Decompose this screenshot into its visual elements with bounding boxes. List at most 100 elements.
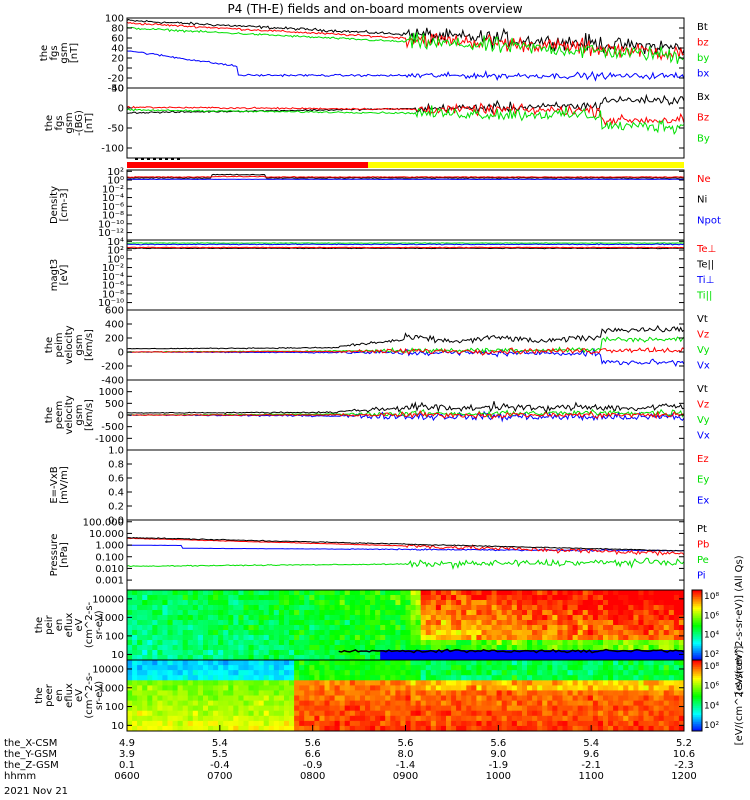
heat-cell (365, 665, 371, 671)
heat-cell (380, 600, 386, 606)
heat-cell (435, 625, 442, 631)
heat-cell (461, 675, 467, 681)
heat-cell (668, 615, 675, 621)
heat-cell (562, 590, 569, 596)
heat-cell (258, 640, 265, 646)
heat-cell (653, 685, 660, 692)
heat-cell (608, 725, 614, 731)
heat-cell (481, 620, 488, 626)
heat-cell (359, 720, 366, 727)
heat-cell (532, 600, 538, 606)
colorbar-cell (692, 684, 702, 688)
heat-cell (380, 680, 386, 686)
heat-cell (132, 620, 138, 626)
heat-cell (213, 725, 219, 731)
heat-cell (218, 630, 224, 636)
heat-cell (476, 710, 483, 717)
heat-cell (405, 650, 412, 656)
heat-cell (395, 615, 402, 621)
heat-cell (359, 665, 366, 671)
heat-cell (127, 660, 133, 666)
heat-cell (603, 720, 609, 727)
heat-cell (486, 680, 493, 686)
heat-cell (238, 665, 245, 671)
heat-cell (157, 660, 164, 666)
heat-cell (213, 655, 219, 660)
heat-cell (516, 610, 523, 616)
heat-cell (430, 725, 437, 731)
heat-cell (501, 705, 508, 712)
heat-cell (532, 645, 538, 651)
heat-cell (415, 635, 422, 641)
heat-cell (430, 715, 437, 722)
heat-cell (127, 645, 133, 651)
heat-cell (375, 710, 381, 717)
heat-cell (597, 625, 604, 631)
heat-cell (137, 600, 143, 606)
heat-cell (511, 660, 518, 666)
heat-cell (597, 600, 604, 606)
heat-cell (511, 705, 518, 712)
heat-cell (547, 710, 553, 717)
heat-cell (344, 615, 351, 621)
heat-cell (435, 720, 442, 727)
heat-cell (643, 610, 650, 616)
heat-cell (395, 625, 402, 631)
heat-cell (440, 645, 447, 651)
heat-cell (582, 665, 589, 671)
heat-cell (289, 690, 295, 697)
legend-bx: bx (697, 69, 709, 80)
heat-cell (314, 670, 321, 676)
y-tick-label: 10.000 (89, 529, 124, 540)
heat-cell (597, 670, 604, 676)
x-tick-label: 5.2 (676, 738, 692, 749)
heat-cell (537, 700, 543, 707)
heat-cell (542, 650, 548, 656)
heat-cell (542, 615, 548, 621)
heat-cell (223, 660, 229, 666)
y-axis-label: the (44, 407, 55, 423)
heat-cell (228, 665, 234, 671)
y-tick-label: 0 (118, 64, 124, 75)
colorbar-cell (692, 602, 702, 605)
heat-cell (359, 685, 366, 692)
heat-cell (668, 680, 675, 686)
heat-cell (375, 725, 381, 731)
heat-cell (157, 690, 164, 697)
heat-cell (567, 640, 574, 646)
heat-cell (425, 620, 432, 626)
heat-cell (446, 715, 452, 722)
heat-cell (673, 680, 680, 686)
heat-cell (380, 700, 386, 707)
heat-cell (172, 710, 179, 717)
heat-cell (532, 590, 538, 596)
heat-cell (501, 625, 508, 631)
heat-cell (633, 620, 640, 626)
heat-cell (132, 610, 138, 616)
heat-cell (643, 705, 650, 712)
heat-cell (172, 640, 179, 646)
heat-cell (552, 590, 558, 596)
colorbar-cell (692, 727, 702, 730)
legend-Npot: Npot (697, 215, 721, 226)
heat-cell (253, 720, 260, 727)
heat-cell (638, 650, 645, 656)
heat-cell (273, 705, 280, 712)
y-axis-label: the (39, 45, 50, 61)
heat-cell (663, 695, 670, 702)
y-tick-label: -400 (101, 376, 124, 387)
heat-cell (253, 715, 260, 722)
heat-cell (522, 635, 528, 641)
heat-cell (613, 610, 619, 616)
heat-cell (663, 620, 670, 626)
heat-cell (577, 660, 584, 666)
heat-cell (349, 595, 356, 601)
y-tick-label: 20 (111, 54, 124, 65)
heat-cell (527, 605, 533, 611)
heat-cell (268, 695, 275, 702)
y-tick-label: 10 (111, 650, 124, 661)
heat-cell (628, 685, 634, 692)
heat-cell (370, 640, 376, 646)
heat-cell (597, 655, 604, 660)
